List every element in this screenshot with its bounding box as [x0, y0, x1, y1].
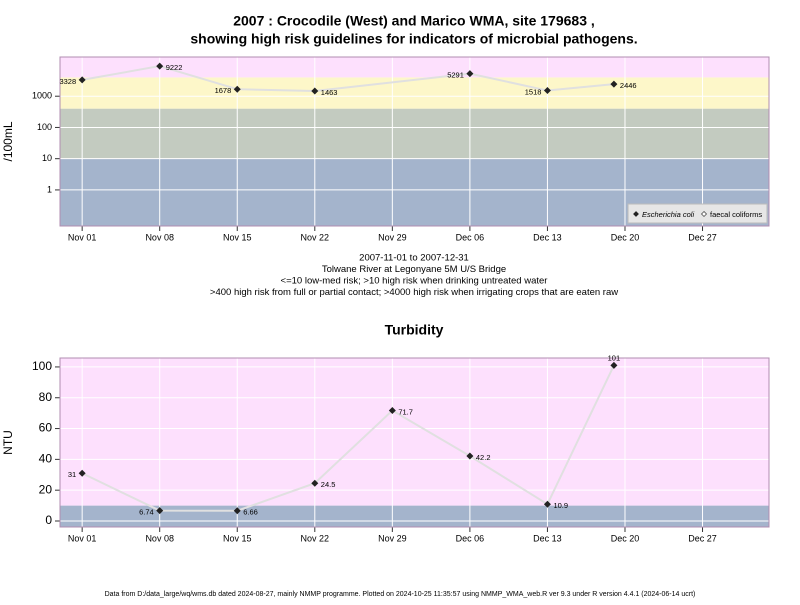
x-tick-label: Nov 01 [68, 533, 97, 543]
data-point [311, 479, 319, 487]
plot-frame [59, 56, 770, 227]
data-point [610, 80, 618, 88]
data-label: 71.7 [398, 408, 413, 417]
chart-title: 2007 : Crocodile (West) and Marico WMA, … [233, 13, 595, 29]
y-tick-label: 1 [47, 184, 52, 194]
chart-title: showing high risk guidelines for indicat… [190, 31, 637, 47]
x-tick-label: Dec 06 [456, 533, 485, 543]
data-label: 31 [68, 470, 76, 479]
y-axis-label: NTU [1, 430, 15, 455]
risk-band [60, 358, 769, 506]
x-tick-label: Nov 15 [223, 232, 252, 242]
x-tick-label: Dec 13 [533, 533, 562, 543]
y-tick-label: 40 [39, 452, 53, 466]
data-label: 24.5 [321, 480, 336, 489]
x-tick-label: Nov 22 [301, 232, 330, 242]
x-tick-label: Nov 29 [378, 533, 407, 543]
footer: Data from D:/data_large/wq/wms.db dated … [105, 591, 696, 598]
data-point [466, 70, 474, 78]
data-label: 3328 [59, 77, 76, 86]
data-point [78, 469, 86, 477]
data-label: 1463 [321, 88, 338, 97]
data-point [233, 507, 241, 515]
x-tick-label: Dec 20 [611, 232, 640, 242]
data-label: 9222 [166, 63, 183, 72]
y-tick-label: 1000 [32, 91, 52, 101]
x-tick-label: Nov 22 [301, 533, 330, 543]
x-tick-label: Nov 08 [145, 232, 174, 242]
y-tick-label: 10 [42, 153, 52, 163]
legend-marker [633, 211, 639, 217]
data-label: 6.74 [139, 508, 154, 517]
legend-label: Escherichia coli [642, 210, 694, 219]
x-tick-label: Nov 29 [378, 232, 407, 242]
data-point [78, 76, 86, 84]
plot-frame [59, 357, 770, 528]
subtitle: >400 high risk from full or partial cont… [210, 287, 618, 298]
data-point [466, 452, 474, 460]
data-label: 101 [608, 353, 621, 362]
y-tick-label: 100 [32, 359, 52, 373]
legend-label: faecal coliforms [710, 210, 762, 219]
y-axis-label: /100mL [1, 121, 15, 161]
data-label: 1678 [215, 86, 232, 95]
x-tick-label: Dec 13 [533, 232, 562, 242]
risk-band [60, 108, 769, 159]
data-point [388, 407, 396, 415]
x-tick-label: Nov 08 [145, 533, 174, 543]
data-point [311, 87, 319, 95]
series-line [81, 364, 615, 512]
y-tick-label: 80 [39, 390, 53, 404]
x-tick-label: Nov 01 [68, 232, 97, 242]
data-label: 1518 [525, 88, 542, 97]
risk-band [60, 77, 769, 109]
x-tick-label: Dec 20 [611, 533, 640, 543]
risk-band [60, 505, 769, 527]
data-point [233, 85, 241, 93]
data-label: 6.66 [243, 508, 258, 517]
data-label: 42.2 [476, 453, 491, 462]
y-tick-label: 20 [39, 482, 53, 496]
legend-box [627, 203, 768, 224]
subtitle: Tolwane River at Legonyane 5M U/S Bridge [322, 264, 506, 275]
legend-marker [701, 211, 707, 217]
chart-title: Turbidity [385, 322, 444, 338]
subtitle: 2007-11-01 to 2007-12-31 [359, 253, 469, 264]
data-point [610, 361, 618, 369]
data-point [156, 62, 164, 70]
x-tick-label: Nov 15 [223, 533, 252, 543]
data-label: 10.9 [553, 501, 568, 510]
y-tick-label: 60 [39, 421, 53, 435]
data-point [156, 507, 164, 515]
subtitle: <=10 low-med risk; >10 high risk when dr… [281, 276, 548, 287]
x-tick-label: Dec 27 [688, 533, 717, 543]
data-label: 5291 [447, 71, 464, 80]
data-point [543, 87, 551, 95]
data-label: 2446 [620, 81, 637, 90]
x-tick-label: Dec 06 [456, 232, 485, 242]
x-tick-label: Dec 27 [688, 232, 717, 242]
data-point [543, 500, 551, 508]
y-tick-label: 0 [45, 513, 52, 527]
y-tick-label: 100 [37, 122, 52, 132]
